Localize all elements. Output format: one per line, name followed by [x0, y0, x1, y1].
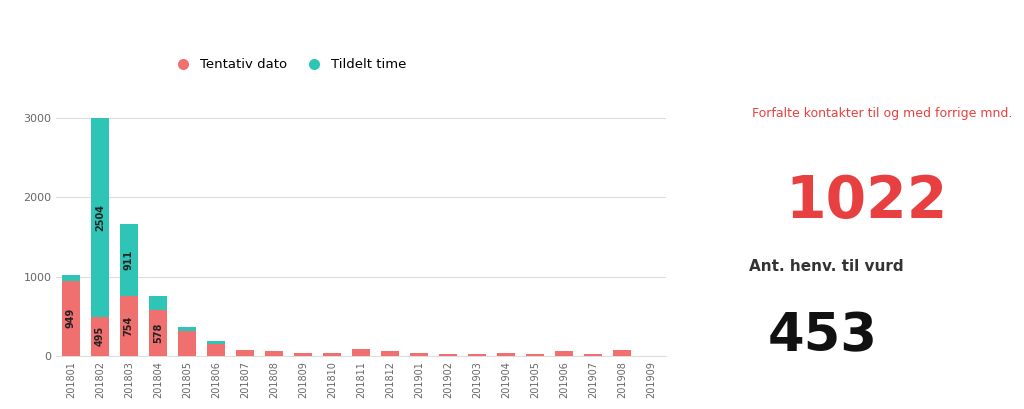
Bar	[352, 349, 370, 356]
Bar	[411, 353, 428, 356]
Bar	[62, 276, 80, 281]
Bar	[207, 344, 224, 356]
Text: 578: 578	[153, 323, 163, 343]
Text: 754: 754	[124, 316, 134, 336]
Bar	[150, 296, 167, 310]
Bar	[91, 118, 109, 317]
Text: Planlagte kontakter (tildelt/tentativ time): Planlagte kontakter (tildelt/tentativ ti…	[12, 29, 569, 54]
Bar	[62, 281, 80, 356]
Text: 1022: 1022	[785, 173, 948, 230]
Bar	[207, 341, 224, 344]
Text: 949: 949	[66, 308, 76, 328]
Bar	[237, 350, 254, 356]
Bar	[468, 354, 485, 356]
Bar	[324, 353, 341, 356]
Bar	[265, 351, 283, 356]
Bar	[150, 310, 167, 356]
Bar	[498, 353, 515, 356]
Bar	[120, 224, 137, 296]
Bar	[294, 353, 311, 356]
Bar	[613, 350, 631, 356]
Bar	[120, 296, 137, 356]
Legend: Tentativ dato, Tildelt time: Tentativ dato, Tildelt time	[165, 53, 412, 76]
Bar	[439, 354, 457, 356]
Bar	[585, 354, 602, 356]
Bar	[526, 354, 544, 356]
Text: 911: 911	[124, 250, 134, 270]
Bar	[555, 351, 572, 356]
Text: 2504: 2504	[95, 204, 104, 231]
Bar	[178, 331, 196, 356]
Bar	[91, 317, 109, 356]
Text: Forfalte kontakter til og med forrige mnd.: Forfalte kontakter til og med forrige mn…	[752, 107, 1012, 120]
Text: 495: 495	[95, 326, 104, 346]
Bar	[178, 326, 196, 331]
Text: 453: 453	[768, 310, 878, 362]
Text: Ant. henv. til vurd: Ant. henv. til vurd	[749, 259, 903, 274]
Bar	[381, 351, 398, 356]
